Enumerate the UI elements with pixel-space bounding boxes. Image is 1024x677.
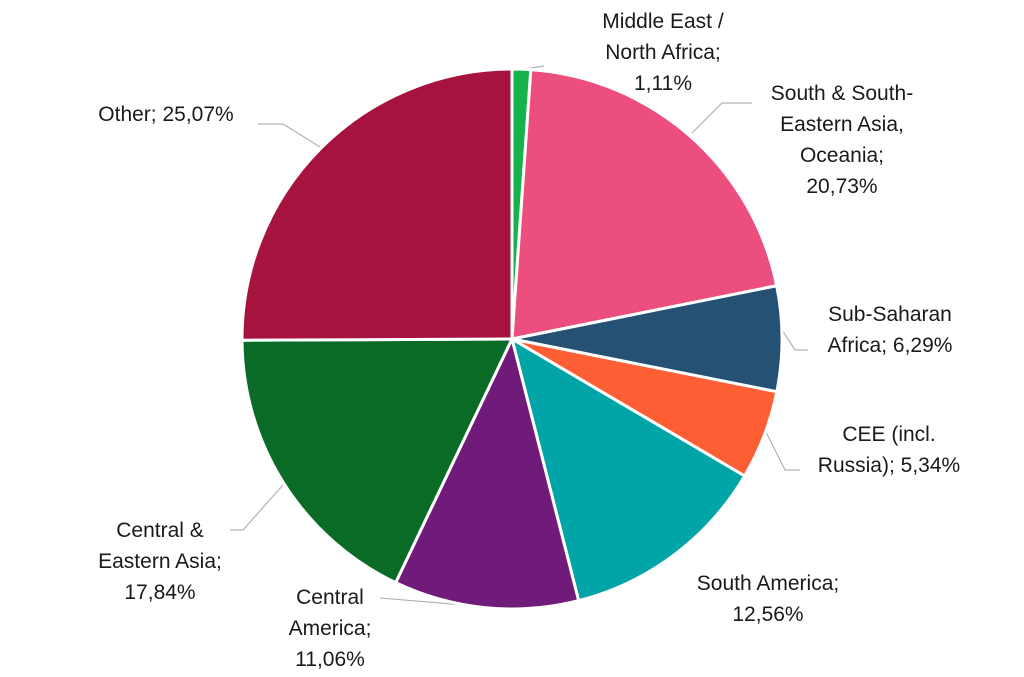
slice-label: Central & Eastern Asia; 17,84% — [98, 519, 222, 604]
slice-label-line: South & South- — [771, 82, 913, 105]
slice-label-line: South America; — [697, 572, 839, 595]
slice-label: South & South- Eastern Asia, Oceania; 20,73… — [771, 82, 913, 198]
slice-label: Central America; 11,06% — [289, 586, 372, 671]
pie-slice — [510, 68, 779, 341]
leader-line — [258, 123, 321, 148]
slice-label-line: North Africa; — [605, 41, 721, 64]
slice-label-line: Russia); 5,34% — [818, 454, 960, 477]
slice-label: South America; 12,56% — [697, 572, 839, 626]
pie-slice — [509, 335, 747, 603]
slice-label-line: Eastern Asia; — [98, 550, 222, 573]
slice-label-line: Central & — [116, 519, 204, 542]
leader-line — [691, 102, 752, 134]
slice-label-line: 11,06% — [295, 648, 365, 671]
slice-label: Middle East / North Africa; 1,11% — [602, 10, 724, 95]
slice-label-line: CEE (incl. — [842, 423, 935, 446]
slice-label-line: Sub-Saharan — [828, 303, 952, 326]
slice-label-line: Oceania; — [800, 144, 884, 167]
pie-slice — [240, 337, 515, 585]
pie-slice — [393, 334, 581, 611]
slice-label-line: Middle East / — [602, 10, 724, 33]
slice-label-line: Central — [296, 586, 364, 609]
leader-line — [781, 329, 808, 351]
leader-line — [765, 431, 800, 471]
slice-labels: Middle East / North Africa; 1,11% South & S… — [98, 10, 960, 671]
slice-label: CEE (incl. Russia); 5,34% — [818, 423, 960, 477]
pie-slice — [240, 67, 514, 342]
slice-label-line: Eastern Asia, — [780, 113, 904, 136]
leader-line — [230, 484, 284, 531]
slice-label-line: 17,84% — [124, 581, 195, 604]
slice-label: Other; 25,07% — [98, 103, 233, 126]
pie-slices — [240, 67, 784, 611]
slice-label: Sub-Saharan Africa; 6,29% — [828, 303, 953, 357]
slice-label-line: 12,56% — [732, 603, 803, 626]
slice-label-line: 20,73% — [806, 175, 877, 198]
slice-label-line: Africa; 6,29% — [828, 334, 953, 357]
slice-label-line: 1,11% — [634, 72, 692, 95]
slice-label-line: America; — [289, 617, 372, 640]
slice-label-line: Other; 25,07% — [98, 103, 233, 126]
